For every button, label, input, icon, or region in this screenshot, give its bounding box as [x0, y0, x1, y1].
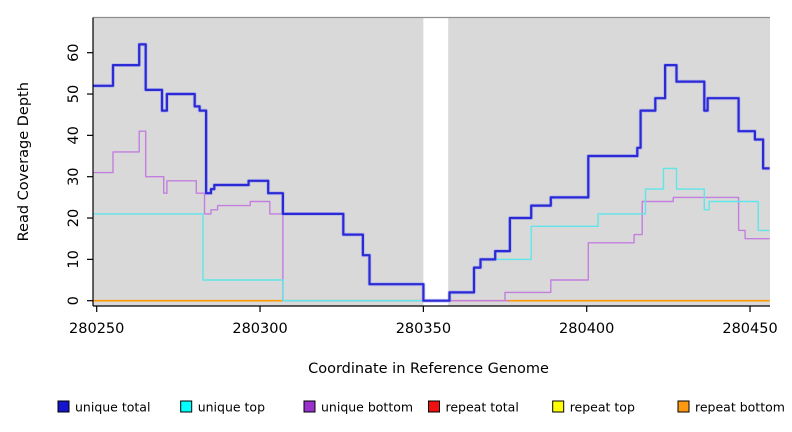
legend-item-repeat-bottom: repeat bottom — [677, 400, 785, 415]
legend-swatch-repeat-bottom — [677, 400, 690, 413]
legend-label-unique-bottom: unique bottom — [321, 400, 413, 415]
series-unique-top-line — [93, 167, 770, 302]
gap-band — [423, 17, 449, 306]
x-axis-tick-label: 280350 — [396, 321, 451, 337]
x-axis-tick-label: 280300 — [232, 321, 287, 337]
y-axis-tick-label: 60 — [66, 43, 82, 61]
legend-swatch-unique-top — [180, 400, 193, 413]
x-axis-tick-label: 280400 — [559, 321, 614, 337]
x-axis-title: Coordinate in Reference Genome — [308, 361, 549, 377]
y-axis-title: Read Coverage Depth — [16, 82, 32, 241]
legend-item-repeat-total: repeat total — [428, 400, 519, 415]
legend-label-repeat-top: repeat top — [570, 400, 635, 415]
legend-swatch-repeat-total — [428, 400, 440, 413]
legend-swatch-repeat-top — [552, 400, 565, 413]
legend-label-repeat-bottom: repeat bottom — [695, 400, 785, 415]
legend-item-repeat-top: repeat top — [552, 400, 635, 415]
legend-label-unique-top: unique top — [198, 400, 265, 415]
y-axis-tick-label: 20 — [66, 209, 82, 227]
series-unique-total-line — [93, 43, 770, 302]
y-axis-tick-label: 40 — [66, 126, 82, 144]
y-axis-tick-label: 0 — [66, 296, 82, 305]
series-unique-bottom-line — [93, 130, 770, 302]
y-axis-tick-label: 10 — [66, 250, 82, 268]
legend-item-unique-top: unique top — [180, 400, 265, 415]
y-axis-tick-label: 50 — [66, 85, 82, 103]
x-axis-tick-label: 280250 — [69, 321, 124, 337]
legend-item-unique-bottom: unique bottom — [303, 400, 413, 415]
legend-swatch-unique-bottom — [303, 400, 316, 413]
y-axis-tick-label: 30 — [66, 167, 82, 185]
legend-item-unique-total: unique total — [57, 400, 150, 415]
legend-label-unique-total: unique total — [75, 400, 150, 415]
legend-swatch-unique-total — [57, 400, 70, 413]
legend-label-repeat-total: repeat total — [446, 400, 519, 415]
x-axis-tick-label: 280450 — [722, 321, 777, 337]
